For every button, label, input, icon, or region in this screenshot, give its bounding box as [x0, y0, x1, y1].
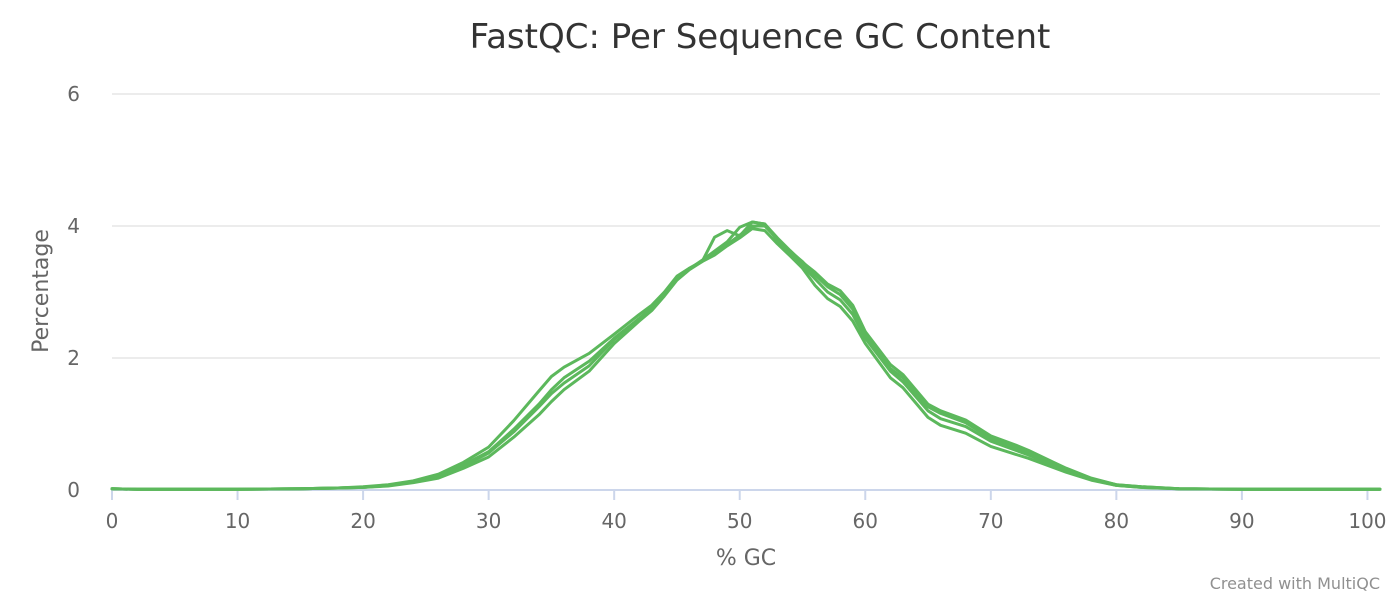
y-tick-label-1: 2 [67, 346, 80, 370]
series-lines [110, 220, 1382, 491]
x-tick-label-0: 0 [106, 509, 119, 533]
x-tick-label-2: 20 [350, 509, 375, 533]
series-line-0[interactable] [110, 220, 1382, 491]
y-axis-tick-labels: 0 2 4 6 [67, 82, 80, 502]
x-tick-label-6: 60 [853, 509, 878, 533]
y-tick-label-2: 4 [67, 214, 80, 238]
series-line-3[interactable] [110, 220, 1382, 491]
x-tick-label-4: 40 [601, 509, 626, 533]
x-axis-title: % GC [716, 546, 776, 571]
x-tick-label-9: 90 [1229, 509, 1254, 533]
x-tick-label-5: 50 [727, 509, 752, 533]
y-tick-label-3: 6 [67, 82, 80, 106]
chart-title: FastQC: Per Sequence GC Content [470, 17, 1051, 57]
x-axis-ticks: 0 10 20 30 40 50 60 70 80 90 100 [106, 490, 1387, 533]
x-tick-label-8: 80 [1104, 509, 1129, 533]
multiqc-credit[interactable]: Created with MultiQC [1210, 574, 1380, 593]
x-tick-label-1: 10 [225, 509, 250, 533]
y-axis-title: Percentage [29, 229, 54, 353]
x-tick-label-10: 100 [1348, 509, 1386, 533]
series-line-2[interactable] [110, 227, 1382, 491]
x-tick-label-7: 70 [978, 509, 1003, 533]
y-tick-label-0: 0 [67, 478, 80, 502]
x-tick-label-3: 30 [476, 509, 501, 533]
